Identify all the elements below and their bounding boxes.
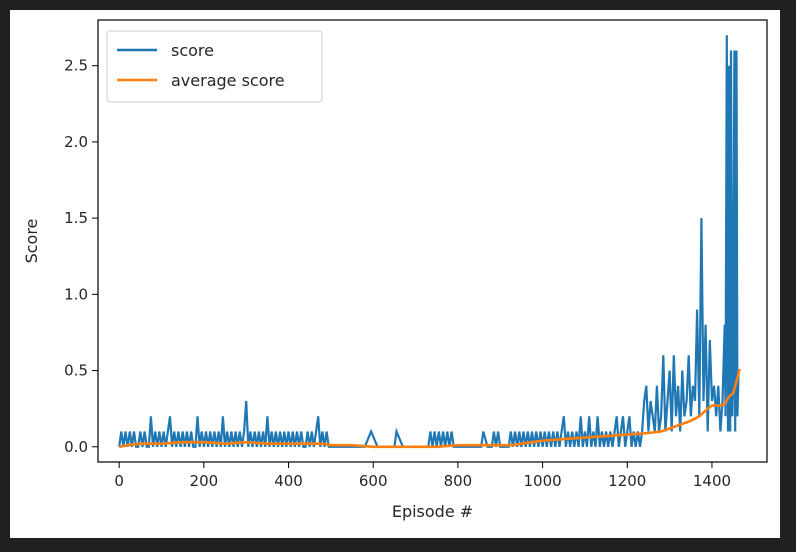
plot-lines: [118, 35, 741, 449]
figure: 0 200 400 600 800 1000 1200 1400 0.0 0.5 1.0 1.5 2.…: [10, 10, 780, 538]
y-tick-label: 1.5: [64, 209, 88, 227]
score-chart: 0 200 400 600 800 1000 1200 1400 0.0 0.5 1.0 1.5 2.…: [22, 19, 768, 521]
x-tick-label: 600: [359, 472, 388, 490]
legend-label-average-score: average score: [171, 71, 285, 90]
y-axis-label: Score: [22, 219, 41, 264]
y-tick-label: 2.0: [64, 133, 88, 151]
axes-frame: [97, 19, 768, 463]
x-tick-label: 1400: [693, 472, 731, 490]
y-tick-label: 0.0: [64, 438, 88, 456]
x-tick-label: 0: [114, 472, 124, 490]
legend-box: [106, 30, 323, 103]
series-line-score: [118, 35, 740, 448]
series-line-average-score: [118, 368, 741, 449]
y-tick-label: 0.5: [64, 362, 88, 380]
y-axis: 0.0 0.5 1.0 1.5 2.0 2.5: [64, 57, 98, 456]
y-tick-label: 2.5: [64, 57, 88, 75]
legend: score average score: [106, 30, 323, 103]
x-tick-label: 400: [274, 472, 303, 490]
x-tick-label: 800: [444, 472, 473, 490]
x-axis-label: Episode #: [392, 502, 473, 521]
x-tick-label: 1200: [608, 472, 646, 490]
x-axis: 0 200 400 600 800 1000 1200 1400: [114, 462, 731, 490]
y-tick-label: 1.0: [64, 285, 88, 303]
legend-label-score: score: [171, 41, 214, 60]
x-tick-label: 1000: [523, 472, 561, 490]
x-tick-label: 200: [190, 472, 219, 490]
